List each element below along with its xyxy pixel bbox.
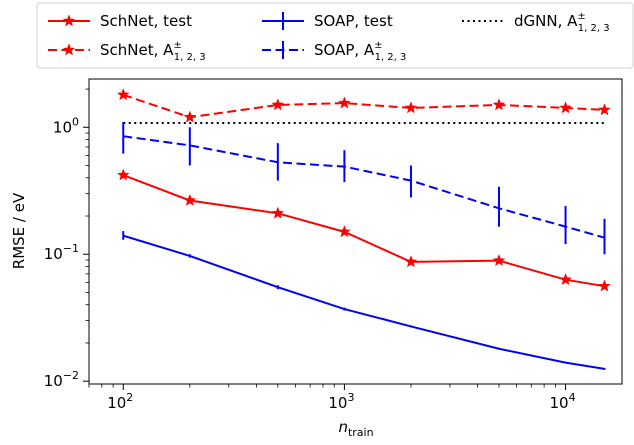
series-3 [122,122,606,255]
legend-marker [62,43,76,56]
y-axis-label: RMSE / eV [10,192,28,269]
legend-label: SOAP, test [314,12,393,30]
legend-entry-1: SchNet, A± 1, 2, 3 [48,40,206,63]
legend-entry-0: SchNet, test [48,12,192,30]
series-layer [116,88,611,370]
plot-area [88,78,623,385]
series-line [123,135,605,239]
legend: SchNet, test SchNet, A± 1, 2, 3 SOAP, test S… [36,2,634,69]
data-point-star [338,96,351,109]
data-point-star [598,103,611,116]
legend-label: SchNet, A± 1, 2, 3 [100,40,206,63]
series-line [122,234,605,370]
data-point-star [492,253,506,267]
x-axis-label: ntrain [338,418,373,439]
y-tick-label: 10−1 [44,242,79,263]
data-point-star [404,101,418,114]
y-tick-label: 10−2 [44,369,79,390]
series-1 [116,88,611,123]
legend-marker [62,14,76,27]
series-2 [122,231,606,370]
data-point-star [271,206,285,219]
legend-label: SchNet, test [100,12,192,30]
series-0 [116,168,611,292]
y-tick-label: 100 [53,115,79,136]
legend-label: SOAP, A± 1, 2, 3 [314,40,406,63]
data-point-star [116,168,130,181]
legend-label: dGNN, A± 1, 2, 3 [514,11,610,34]
axes-layer: 102 103 104 10−2 10−1 100 [44,88,576,412]
x-tick-label: 102 [107,391,133,412]
data-point-star [183,193,197,206]
data-point-star [598,279,611,292]
data-point-star [404,255,418,268]
series-line [122,93,605,119]
data-point-star [116,88,130,101]
data-point-star [183,110,197,123]
data-point-star [559,101,572,114]
legend-frame [36,2,634,69]
legend-entry-2: SOAP, test [262,12,393,30]
series-line [122,174,605,288]
x-tick-label: 104 [550,391,576,412]
data-point-star [559,272,572,286]
data-point-star [338,225,351,238]
legend-entry-3: SOAP, A± 1, 2, 3 [262,40,406,63]
legend-entry-4: dGNN, A± 1, 2, 3 [462,11,610,34]
data-point-star [492,98,506,111]
x-tick-label: 103 [328,391,354,412]
data-point-star [271,98,285,111]
